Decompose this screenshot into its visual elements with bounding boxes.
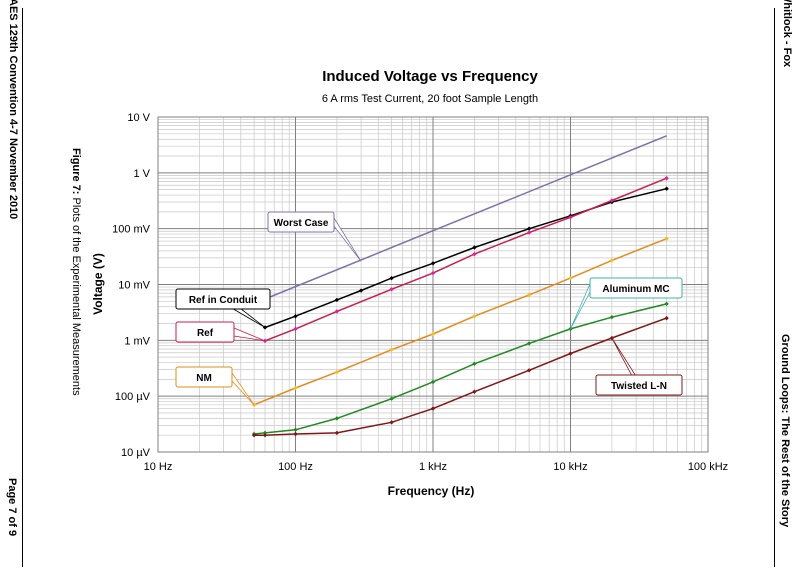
plot-frame: [157, 116, 709, 453]
series-line-3: [253, 238, 667, 406]
series-point-5: [262, 432, 268, 438]
series-point-3: [293, 385, 298, 391]
callout-pointer-2: [233, 327, 266, 342]
series-point-3: [568, 275, 573, 281]
series-point-1: [664, 186, 669, 191]
y-tick-label: 10 µV: [121, 447, 151, 459]
series-point-1: [334, 297, 340, 303]
series-point-5: [430, 406, 436, 411]
series-point-4: [293, 427, 298, 432]
x-tick-label: 100 kHz: [688, 461, 728, 473]
series-point-4: [389, 396, 394, 401]
series-point-4: [430, 379, 436, 385]
right-margin-rule: [774, 8, 775, 567]
x-tick-label: 10 Hz: [144, 461, 173, 473]
x-tick-label: 100 Hz: [278, 461, 313, 473]
series-point-4: [609, 314, 615, 320]
series-line-2: [264, 177, 667, 342]
series-point-5: [334, 430, 340, 436]
series-point-2: [430, 270, 436, 276]
callout-label-4: Aluminum MC: [602, 284, 669, 295]
series-point-1: [430, 261, 436, 266]
x-tick-label: 1 kHz: [419, 461, 447, 473]
series-point-4: [334, 416, 340, 421]
series-point-5: [251, 432, 257, 438]
series-point-2: [472, 251, 477, 257]
y-tick-labels: 10 V 1 V 100 mV 10 mV 1 mV 100 µV 10 µV: [112, 112, 151, 459]
chart-title: Induced Voltage vs Frequency: [322, 68, 538, 85]
series-point-1: [472, 245, 477, 250]
series-point-2: [568, 215, 573, 220]
callouts: Worst Case Ref in Conduit Ref NM Aluminum MC…: [175, 211, 683, 406]
y-tick-label: 1 mV: [124, 335, 150, 347]
y-tick-label: 100 µV: [115, 391, 151, 403]
series-point-4: [262, 430, 268, 436]
callout-pointer-3: [231, 371, 255, 406]
series-point-3: [664, 236, 669, 241]
callout-box-5: [595, 374, 683, 396]
callout-box-1: [175, 288, 271, 310]
series-point-2: [664, 176, 669, 181]
callout-pointer-0: [333, 216, 362, 262]
series-point-3: [472, 314, 477, 319]
callout-label-5: Twisted L-N: [611, 381, 667, 392]
series-point-2: [389, 287, 394, 292]
series-point-5: [526, 368, 532, 373]
y-tick-label: 10 V: [127, 112, 150, 124]
callout-box-4: [589, 277, 683, 299]
callout-label-1: Ref in Conduit: [189, 295, 258, 306]
series-point-1: [526, 226, 532, 231]
callout-label-3: NM: [196, 373, 212, 384]
callout-label-0: Worst Case: [274, 218, 329, 229]
series-point-4: [472, 361, 477, 366]
series-point-4: [526, 341, 532, 346]
series-point-3: [334, 369, 340, 375]
callout-label-2: Ref: [197, 328, 214, 339]
series-point-5: [568, 351, 573, 356]
series-point-1: [293, 314, 298, 319]
left-margin-rule: [22, 8, 23, 567]
series-point-3: [526, 292, 532, 298]
series-point-1: [358, 288, 364, 293]
series-point-2: [526, 230, 532, 235]
series-line-0: [264, 135, 667, 300]
series-point-1: [389, 275, 394, 281]
chart-subtitle: 6 A rms Test Current, 20 foot Sample Len…: [321, 93, 539, 105]
callout-box-3: [175, 366, 233, 388]
data-series: [251, 135, 669, 438]
series-point-5: [293, 431, 298, 437]
y-tick-label: 10 mV: [118, 280, 150, 292]
callout-box-2: [175, 321, 235, 343]
y-tick-label: 100 mV: [112, 224, 151, 236]
x-tick-label: 10 kHz: [553, 461, 587, 473]
series-point-2: [609, 198, 615, 203]
series-point-4: [664, 301, 669, 307]
series-point-5: [472, 389, 477, 394]
series-point-5: [389, 420, 394, 425]
x-tick-labels: 10 Hz 100 Hz 1 kHz 10 kHz 100 kHz: [144, 461, 729, 473]
series-point-3: [389, 347, 394, 352]
series-point-2: [334, 309, 340, 314]
series-point-3: [609, 258, 615, 263]
series-point-2: [293, 326, 298, 332]
x-axis-label: Frequency (Hz): [388, 484, 475, 498]
y-tick-label: 1 V: [133, 168, 150, 180]
series-point-3: [430, 331, 436, 337]
y-axis-label: Voltage (V): [91, 253, 105, 315]
series-point-5: [664, 315, 669, 321]
callout-box-0: [267, 211, 335, 233]
